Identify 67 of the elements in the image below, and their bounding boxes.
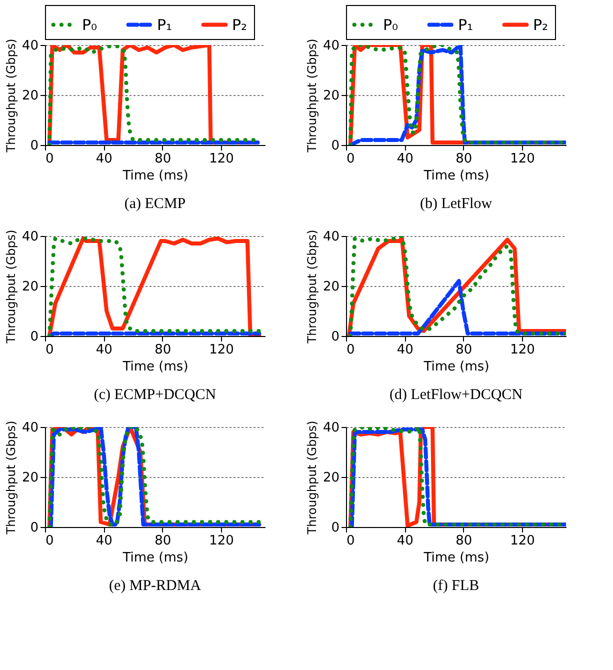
x-tick-label: 40 xyxy=(396,152,414,166)
x-tick-label: 120 xyxy=(510,342,535,358)
x-tick-label: 40 xyxy=(396,534,414,548)
x-axis-title: Time (ms) xyxy=(122,168,188,184)
y-axis-title: Throughput (Gbps) xyxy=(304,230,319,344)
y-axis-title: Throughput (Gbps) xyxy=(4,420,18,536)
line-series xyxy=(47,236,262,336)
x-tick-label: 120 xyxy=(510,152,535,166)
x-axis-title: Time (ms) xyxy=(422,360,490,374)
y-tick-label: 20 xyxy=(22,470,38,486)
y-tick-label: 0 xyxy=(331,330,340,344)
y-axis-title: Throughput (Gbps) xyxy=(304,38,319,154)
y-tick-label: 40 xyxy=(322,230,340,244)
y-tick-label: 0 xyxy=(331,138,340,154)
x-tick-label: 80 xyxy=(456,342,472,358)
x-tick-label: 40 xyxy=(96,342,112,358)
y-tick-label: 40 xyxy=(22,420,38,436)
x-tick-label: 120 xyxy=(209,534,234,548)
x-tick-label: 80 xyxy=(154,534,172,548)
x-tick-label: 120 xyxy=(209,152,234,166)
x-tick-label: 0 xyxy=(46,152,54,166)
x-tick-label: 80 xyxy=(456,534,472,548)
text: (c) ECMP+DCQCN xyxy=(94,387,216,403)
x-tick-label: 80 xyxy=(456,152,472,166)
x-axis-title: Time (ms) xyxy=(122,360,188,374)
legend-label: P₀ xyxy=(82,16,98,34)
text: (b) LetFlow xyxy=(420,196,492,212)
legend-label: P₂ xyxy=(533,16,548,34)
y-tick-label: 40 xyxy=(322,420,340,436)
x-tick-label: 120 xyxy=(510,534,535,548)
y-tick-label: 20 xyxy=(322,88,340,104)
text: (e) MP-RDMA xyxy=(108,578,202,594)
text: (d) LetFlow+DCQCN xyxy=(389,387,523,403)
y-tick-label: 40 xyxy=(322,38,340,54)
x-axis-title: Time (ms) xyxy=(122,550,188,566)
legend-label: P₀ xyxy=(383,16,398,34)
text: (f) FLB xyxy=(432,578,480,594)
x-tick-label: 0 xyxy=(346,534,355,548)
x-tick-label: 0 xyxy=(346,152,355,166)
y-tick-label: 20 xyxy=(322,280,340,294)
x-tick-label: 80 xyxy=(154,152,172,166)
x-tick-label: 120 xyxy=(209,342,234,358)
x-tick-label: 0 xyxy=(46,342,54,358)
x-tick-label: 0 xyxy=(46,534,54,548)
legend-label: P₁ xyxy=(157,16,172,34)
y-tick-label: 20 xyxy=(22,88,38,104)
y-tick-label: 40 xyxy=(22,38,38,54)
y-axis-title: Throughput (Gbps) xyxy=(304,420,319,536)
y-tick-label: 40 xyxy=(22,230,38,244)
x-tick-label: 40 xyxy=(96,152,112,166)
x-tick-label: 0 xyxy=(346,342,355,358)
y-tick-label: 0 xyxy=(30,330,38,344)
legend-label: P₁ xyxy=(458,16,474,34)
y-tick-label: 0 xyxy=(30,520,38,536)
y-axis-title: Throughput (Gbps) xyxy=(4,230,18,344)
x-axis-title: Time (ms) xyxy=(422,168,490,184)
x-axis-title: Time (ms) xyxy=(422,550,490,566)
legend-label: P₂ xyxy=(232,16,248,34)
y-tick-label: 0 xyxy=(331,520,340,536)
y-tick-label: 20 xyxy=(22,280,38,294)
x-tick-label: 40 xyxy=(396,342,414,358)
x-tick-label: 80 xyxy=(154,342,172,358)
y-axis-title: Throughput (Gbps) xyxy=(4,38,18,154)
y-tick-label: 0 xyxy=(30,138,38,154)
text: (a) ECMP xyxy=(124,196,186,212)
x-tick-label: 40 xyxy=(96,534,112,548)
y-tick-label: 20 xyxy=(322,470,340,486)
